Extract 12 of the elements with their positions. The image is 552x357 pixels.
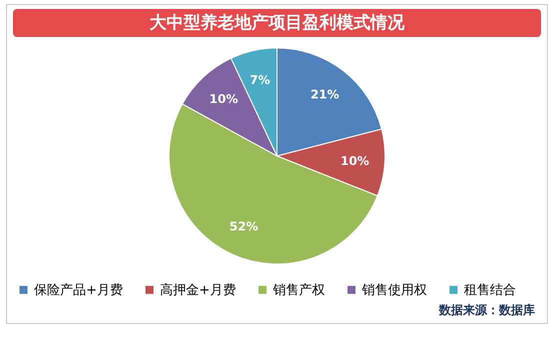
source-note: 数据来源：数据库 xyxy=(438,302,536,319)
data-label: 10% xyxy=(209,92,238,106)
chart-title: 大中型养老地产项目盈利模式情况 xyxy=(13,9,541,37)
legend-label: 保险产品+月费 xyxy=(34,282,123,298)
legend-label: 销售使用权 xyxy=(361,282,427,298)
data-label: 52% xyxy=(229,220,258,234)
legend-label: 租售结合 xyxy=(464,282,516,298)
data-label: 7% xyxy=(250,72,270,87)
legend-label: 高押金+月费 xyxy=(160,282,236,298)
data-label: 10% xyxy=(340,154,370,168)
data-label: 21% xyxy=(310,87,340,102)
legend-label: 销售产权 xyxy=(272,282,325,298)
